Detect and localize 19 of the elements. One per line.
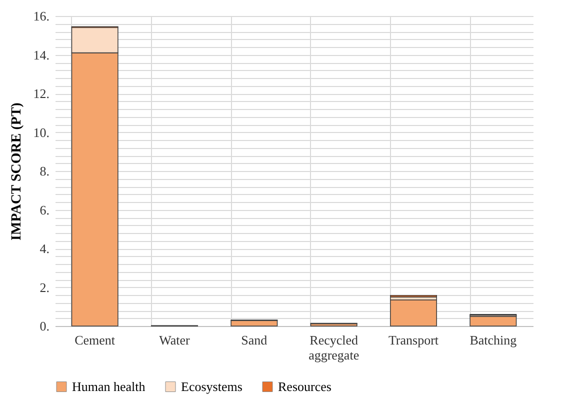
x-tick-label: Transport bbox=[388, 332, 439, 348]
y-tick-label: 0. bbox=[40, 318, 50, 334]
y-tick-label: 4. bbox=[40, 241, 50, 256]
x-tick-label: Recycled aggregate bbox=[308, 332, 360, 362]
y-tick-label: 14. bbox=[33, 47, 50, 62]
x-tick-label: Cement bbox=[74, 332, 116, 348]
y-tick-label: 10. bbox=[33, 124, 50, 140]
legend-label: Resources bbox=[278, 378, 332, 394]
legend-label: Ecosystems bbox=[181, 378, 242, 394]
x-tick-label: Water bbox=[159, 332, 191, 348]
y-tick-label: 16. bbox=[33, 8, 50, 24]
x-tick-label: Batching bbox=[470, 332, 518, 348]
y-tick-label: 8. bbox=[40, 164, 50, 178]
y-tick-label: 6. bbox=[40, 202, 50, 218]
y-tick-label: 12. bbox=[33, 86, 50, 101]
legend-label: Human health bbox=[72, 378, 146, 394]
y-tick-label: 2. bbox=[40, 280, 50, 295]
y-axis-title: IMPACT SCORE (PT) bbox=[9, 102, 24, 240]
x-tick-label: Sand bbox=[241, 332, 268, 348]
